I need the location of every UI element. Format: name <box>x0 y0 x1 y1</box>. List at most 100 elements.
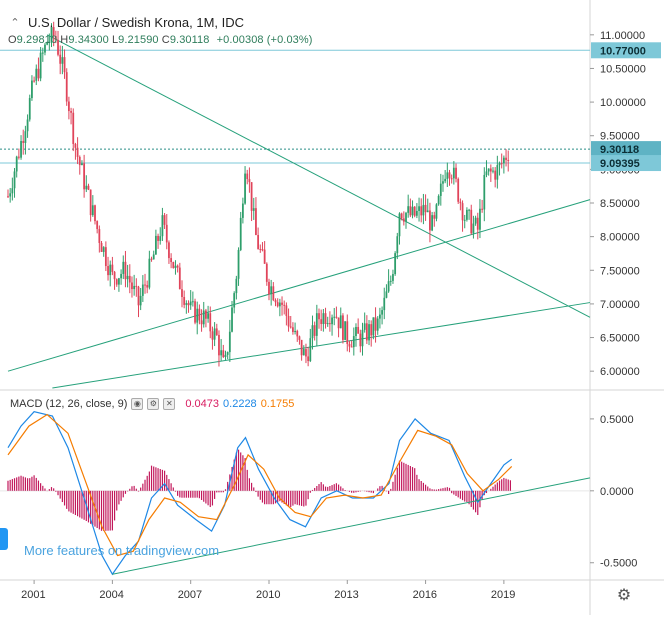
candle-body <box>94 205 96 222</box>
candle-body <box>315 313 318 336</box>
price-level-label: 9.09395 <box>600 158 640 170</box>
side-panel-tab[interactable] <box>0 528 8 550</box>
candle-body <box>63 57 66 73</box>
candle-body <box>152 254 155 260</box>
candle-body <box>39 52 42 79</box>
price-level-tag <box>591 155 661 172</box>
histogram-value: 0.1755 <box>260 398 295 410</box>
candle-body <box>268 281 270 295</box>
candle-body <box>433 215 436 219</box>
candle-body <box>76 147 79 157</box>
candle-body <box>502 157 505 164</box>
candle-body <box>246 173 249 180</box>
close-icon[interactable]: ✕ <box>163 398 176 410</box>
candle-body <box>379 314 381 319</box>
candle-body <box>281 302 283 305</box>
candle-body <box>481 208 484 210</box>
candle-body <box>83 163 86 190</box>
candle-body <box>35 68 38 81</box>
candle-body <box>137 286 140 306</box>
macd-title[interactable]: MACD (12, 26, close, 9) <box>10 398 128 410</box>
price-trendline <box>7 199 591 372</box>
macd-tick-label: 0.5000 <box>600 414 634 426</box>
candle-body <box>361 329 364 347</box>
candle-body <box>313 325 316 336</box>
candle-body <box>337 317 340 329</box>
price-tick-label: 10.00000 <box>600 97 646 109</box>
candle-body <box>370 324 373 336</box>
candle-body <box>389 280 392 282</box>
candle-body <box>52 27 55 37</box>
candle-body <box>220 350 223 356</box>
candle-body <box>372 317 375 336</box>
candle-body <box>459 201 462 204</box>
candle-body <box>259 248 262 250</box>
candle-body <box>37 68 40 79</box>
candle-body <box>324 313 327 324</box>
candle-body <box>174 265 177 268</box>
low-value: 9.21590 <box>118 34 159 46</box>
candle-body <box>339 315 342 329</box>
candle-body <box>444 178 447 182</box>
close-label: C <box>161 34 170 46</box>
candle-body <box>448 172 451 179</box>
time-tick-label: 2013 <box>334 589 358 601</box>
candle-body <box>505 157 507 160</box>
candle-body <box>139 295 142 306</box>
candle-body <box>87 185 90 190</box>
tradingview-link[interactable]: More features on tradingview.com <box>24 543 220 558</box>
eye-icon[interactable]: ◉ <box>131 398 144 410</box>
candle-body <box>54 36 57 40</box>
candle-body <box>109 264 112 276</box>
candle-body <box>239 217 242 250</box>
candle-body <box>355 326 357 337</box>
candle-body <box>452 167 455 179</box>
candle-body <box>215 328 218 335</box>
candle-body <box>213 328 216 340</box>
low-label: L <box>111 34 119 46</box>
candle-body <box>170 258 173 263</box>
candle-body <box>207 313 209 319</box>
candle-body <box>11 188 14 194</box>
candle-body <box>98 229 101 243</box>
candle-body <box>359 333 362 347</box>
candle-body <box>348 343 351 347</box>
candle-body <box>383 297 386 311</box>
signal-line <box>7 413 513 557</box>
candle-body <box>283 304 286 306</box>
candle-body <box>228 331 231 353</box>
collapse-chevron-icon[interactable]: ⌃ <box>10 16 20 29</box>
candle-body <box>244 173 246 204</box>
candle-body <box>46 42 49 45</box>
gear-icon[interactable]: ⚙ <box>616 587 632 604</box>
candle-body <box>346 321 349 344</box>
candle-body <box>120 273 122 279</box>
candle-body <box>135 285 138 287</box>
candle-body <box>181 289 183 297</box>
candle-body <box>376 318 379 331</box>
candle-body <box>44 44 46 53</box>
candle-body <box>61 57 64 64</box>
price-tick-label: 6.50000 <box>600 333 640 345</box>
candle-body <box>298 336 301 340</box>
settings-icon[interactable]: ⚙ <box>147 398 160 410</box>
candle-body <box>17 156 20 158</box>
candle-body <box>218 334 220 356</box>
candle-body <box>211 331 214 340</box>
candle-body <box>392 274 394 281</box>
candle-body <box>446 172 449 179</box>
symbol-title[interactable]: U.S. Dollar / Swedish Krona, 1M, IDC <box>28 14 245 30</box>
candle-body <box>489 168 492 172</box>
candle-body <box>198 308 201 321</box>
macd-line <box>7 411 513 576</box>
candle-body <box>331 317 333 325</box>
candle-body <box>305 349 307 357</box>
macd-value: 0.0473 <box>185 398 220 410</box>
candle-body <box>148 258 151 288</box>
candle-body <box>255 208 257 235</box>
candle-body <box>111 264 114 272</box>
candle-body <box>57 39 59 55</box>
macd-legend: MACD (12, 26, close, 9) ◉ ⚙ ✕ 0.0473 0.2… <box>10 398 294 410</box>
